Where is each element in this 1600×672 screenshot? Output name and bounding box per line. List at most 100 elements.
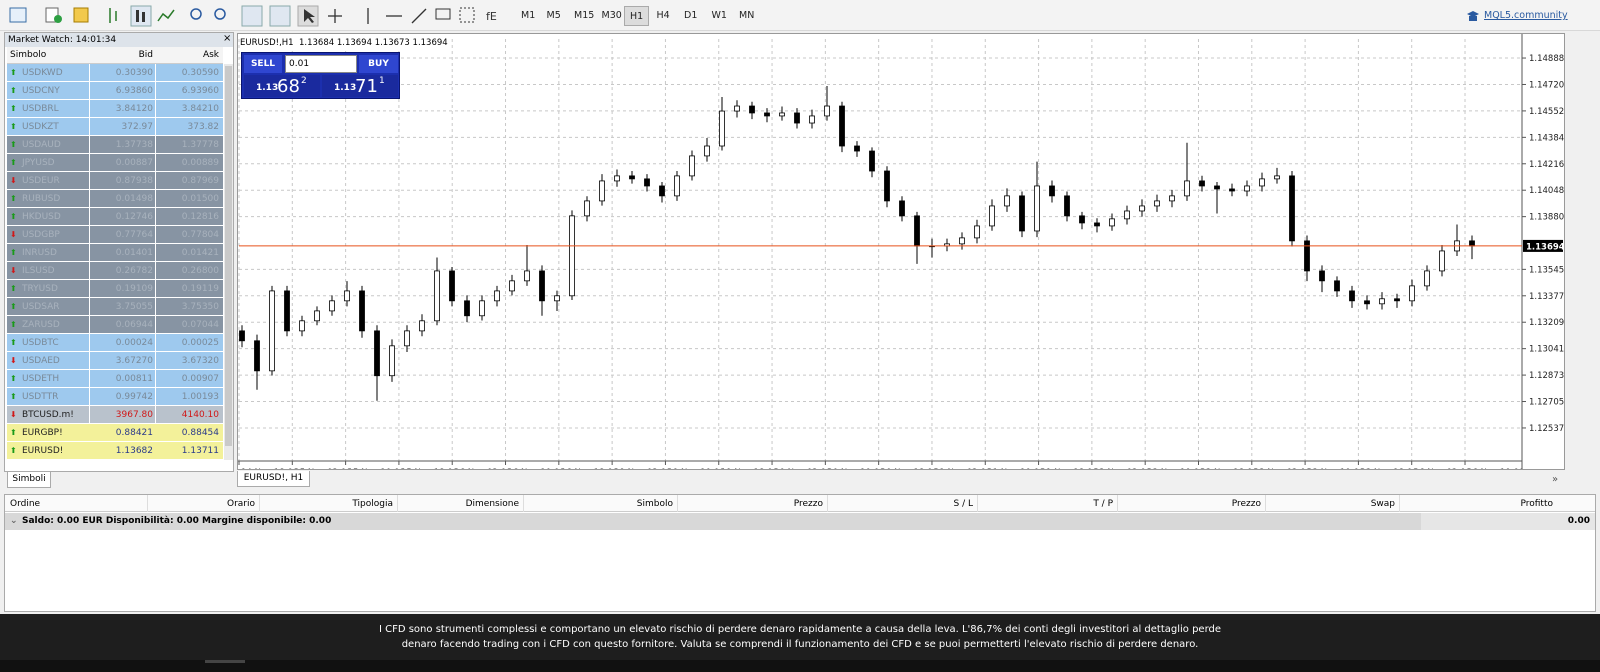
column-header: Simbolo Bid Ask [7,47,223,64]
symbol-row[interactable]: ⬇ USDAED 3.67270 3.67320 [7,352,223,370]
symbol-row[interactable]: ⬆ ZARUSD 0.06944 0.07044 [7,316,223,334]
cell-divider [89,226,90,244]
symbol-row[interactable]: ⬆ JPYUSD 0.00887 0.00889 [7,154,223,172]
tab[interactable]: Simboli [7,472,51,488]
close-button[interactable]: × [223,33,232,44]
sell-button[interactable]: SELL [244,55,282,73]
timeframe-button[interactable]: H1 [624,6,650,26]
candle-body [1064,195,1070,217]
y-tick-label: 1.12873 [1529,371,1564,381]
bid: 3.75055 [115,302,153,312]
symbol-row[interactable]: ⬆ USDAUD 1.37738 1.37778 [7,136,223,154]
symbol-row[interactable]: ⬆ USDETH 0.00811 0.00907 [7,370,223,388]
symbol: USDETH [22,374,60,384]
cell-divider [89,64,90,82]
tabs-more[interactable]: » [1552,474,1559,485]
y-tick-label: 1.14384 [1529,133,1564,143]
symbol-row[interactable]: ⬇ USDEUR 0.87938 0.87969 [7,172,223,190]
scrollbar[interactable] [224,64,233,460]
timeframe-button[interactable]: M30 [601,10,622,21]
column-label: Swap [1370,499,1395,509]
cell-divider [155,136,156,154]
lot-input[interactable]: 0.01 [285,55,357,73]
x-tick-label: 22 Nov 02:00 [1094,468,1151,469]
bid: 3.84120 [115,104,153,114]
timeframe-button[interactable]: M5 [546,10,561,21]
symbol-row[interactable]: ⬆ EURUSD! 1.13682 1.13711 [7,442,223,460]
timeframe-button[interactable]: M1 [521,10,536,21]
symbol: USDBRL [22,104,59,114]
symbol: USDCNY [22,86,60,96]
candle-body [1049,185,1055,197]
bid: 0.01498 [115,194,153,204]
symbol-row[interactable]: ⬇ USDGBP 0.77764 0.77804 [7,226,223,244]
ask: 3.84210 [181,104,219,114]
symbol-row[interactable]: ⬆ USDBTC 0.00024 0.00025 [7,334,223,352]
column-divider [677,495,678,512]
ask: 0.00907 [181,374,219,384]
y-tick-label: 1.14048 [1529,186,1564,196]
cell-divider [155,82,156,100]
svg-text:fE: fE [486,10,497,23]
cell-divider [89,190,90,208]
chart-tab[interactable]: EURUSD!, H1 [237,471,310,487]
candle-body [989,205,995,227]
x-tick-label: 20 Nov 18:00 [881,468,938,469]
timeframe-button[interactable]: W1 [711,10,727,21]
symbol-row[interactable]: ⬆ USDKZT 372.97 373.82 [7,118,223,136]
symbol-row[interactable]: ⬇ BTCUSD.m! 3967.80 4140.10 [7,406,223,424]
column-label: Tipologia [352,499,393,509]
candle-body [869,150,875,172]
candle-body [419,320,425,332]
cell-divider [89,100,90,118]
symbol: USDAUD [22,140,61,150]
x-tick-label: 19 Nov 02:00 [614,468,671,469]
chart-window: 14 Nov 18:0015 Nov 02:0015 Nov 10:0015 N… [237,33,1565,478]
candle-body [719,110,725,147]
timeframe-button[interactable]: H4 [656,10,670,21]
candle-body [839,105,845,147]
market-watch: Market Watch: 14:01:34 × Simbolo Bid Ask… [4,32,234,488]
symbol-row[interactable]: ⬆ USDCNY 6.93860 6.93960 [7,82,223,100]
buy-button[interactable]: BUY [359,55,398,73]
x-tick-label: 21 Nov 10:00 [987,468,1044,469]
symbol-row[interactable]: ⬆ USDKWD 0.30390 0.30590 [7,64,223,82]
candle-body [809,115,815,124]
cell-divider [89,388,90,406]
symbol-row[interactable]: ⬆ EURGBP! 0.88421 0.88454 [7,424,223,442]
candle-body [1199,180,1205,187]
expand-icon[interactable]: ⌄ [10,516,18,526]
symbol: ZARUSD [22,320,60,330]
symbol: BTCUSD.m! [22,410,74,420]
ask: 0.88454 [181,428,219,438]
symbol-row[interactable]: ⬆ USDSAR 3.75055 3.75350 [7,298,223,316]
timeframe-button[interactable]: D1 [684,10,698,21]
x-tick-label: 19 Nov 10:00 [667,468,724,469]
column-divider [1265,495,1266,512]
symbol-row[interactable]: ⬆ USDTTR 0.99742 1.00193 [7,388,223,406]
symbol-row[interactable]: ⬇ ILSUSD 0.26782 0.26800 [7,262,223,280]
buy-price[interactable]: 1.13 71 1 [322,75,398,97]
symbol-row[interactable]: ⬆ INRUSD 0.01401 0.01421 [7,244,223,262]
symbol-row[interactable]: ⬆ TRYUSD 0.19109 0.19119 [7,280,223,298]
bid: 3967.80 [115,410,153,420]
cell-divider [155,154,156,172]
symbol-row[interactable]: ⬆ RUBUSD 0.01498 0.01500 [7,190,223,208]
timeframe-button[interactable]: MN [739,10,755,21]
ask: 3.67320 [181,356,219,366]
symbol-row[interactable]: ⬆ HKDUSD 0.12746 0.12816 [7,208,223,226]
community-link[interactable]: MQL5.community [1484,10,1568,21]
candle-body [629,175,635,180]
bottom-strip [0,660,1600,672]
column-divider [259,495,260,512]
candle-body [1019,195,1025,232]
ask: 0.77804 [181,230,219,240]
ask: 1.00193 [181,392,219,402]
trend-arrow: ⬆ [10,86,17,95]
timeframe-button[interactable]: M15 [574,10,595,21]
cell-divider [155,172,156,190]
trend-arrow: ⬆ [10,392,17,401]
symbol-row[interactable]: ⬆ USDBRL 3.84120 3.84210 [7,100,223,118]
sell-price[interactable]: 1.13 68 2 [244,75,320,97]
candle-body [539,270,545,302]
